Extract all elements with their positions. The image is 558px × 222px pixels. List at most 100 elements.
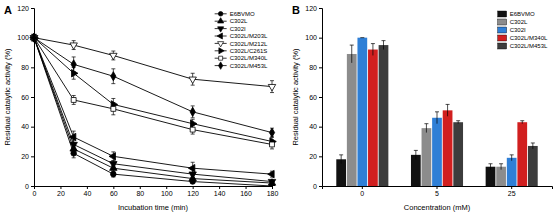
point	[189, 77, 196, 83]
y-tick-label: 0	[25, 183, 29, 190]
bar	[453, 122, 463, 186]
y-axis-line	[319, 9, 323, 187]
x-tick: 180	[267, 186, 279, 197]
y-axis: 0 20 40 60 80 100 120	[17, 5, 34, 190]
y-tick-mark	[319, 67, 322, 68]
x-tick: 60	[110, 186, 118, 197]
x-axis-title: Incubation time (min)	[118, 203, 189, 212]
point	[111, 72, 116, 81]
point	[270, 142, 275, 147]
y-tick-mark	[31, 97, 34, 98]
y-tick-label: 0	[313, 183, 317, 190]
error-bar	[270, 128, 274, 137]
bar	[357, 38, 367, 186]
error-bar	[270, 140, 274, 149]
legend: E6BVMOC302LC302IC302L/M340LC302L/M453L	[498, 11, 548, 49]
point	[71, 60, 76, 69]
x-tick-mark	[219, 186, 220, 189]
legend-swatch	[498, 19, 507, 25]
y-tick-mark	[31, 67, 34, 68]
bar	[443, 110, 453, 186]
legend-label: C302L	[510, 19, 528, 25]
point	[191, 120, 197, 127]
point	[109, 153, 115, 160]
y-tick: 40	[309, 123, 322, 130]
legend-swatch	[498, 27, 507, 33]
x-axis-line	[323, 187, 553, 190]
error-bar	[191, 106, 195, 118]
point	[30, 34, 36, 41]
x-tick-label: 25	[508, 190, 516, 197]
point	[111, 171, 117, 177]
y-axis: 020406080100120	[305, 5, 322, 190]
plot-area	[30, 33, 277, 186]
legend-marker	[218, 27, 224, 32]
y-tick-mark	[319, 127, 322, 128]
series-line	[34, 38, 272, 183]
point	[268, 170, 274, 177]
y-tick-label: 40	[21, 123, 29, 130]
y-tick-mark	[31, 8, 34, 9]
error-bar	[424, 124, 428, 133]
y-tick: 20	[21, 153, 34, 160]
y-tick-mark	[319, 8, 322, 9]
y-tick: 100	[305, 34, 322, 41]
x-tick: 40	[83, 186, 91, 197]
x-tick-label: 160	[240, 190, 252, 197]
error-bar	[111, 69, 115, 84]
x-tick-label: 180	[267, 190, 279, 197]
error-bar	[111, 103, 115, 115]
x-tick-mark	[362, 186, 363, 189]
x-axis-line	[35, 187, 273, 190]
point	[71, 98, 76, 103]
error-bar	[191, 125, 195, 134]
x-tick: 5	[435, 186, 439, 197]
y-tick: 80	[21, 64, 34, 71]
y-tick: 20	[309, 153, 322, 160]
y-tick: 80	[309, 64, 322, 71]
legend-item: C302I	[498, 27, 526, 33]
x-tick-mark	[166, 186, 167, 189]
x-tick-mark	[437, 186, 438, 189]
y-tick: 120	[305, 5, 322, 12]
y-tick-mark	[319, 38, 322, 39]
legend-label: C302L/M212L	[230, 41, 268, 47]
y-tick-mark	[31, 127, 34, 128]
y-tick-label: 60	[21, 94, 29, 101]
y-tick-label: 40	[309, 123, 317, 130]
x-tick-mark	[246, 186, 247, 189]
x-tick: 0	[360, 186, 364, 197]
x-tick-label: 80	[136, 190, 144, 197]
y-tick-label: 100	[17, 34, 29, 41]
bar	[411, 155, 421, 186]
y-tick-label: 20	[21, 153, 29, 160]
bar	[528, 146, 538, 186]
y-tick-mark	[31, 156, 34, 157]
point	[70, 43, 77, 49]
legend-item: C302I	[215, 26, 246, 32]
bar	[422, 128, 432, 186]
y-tick-mark	[319, 156, 322, 157]
point	[72, 70, 78, 77]
error-bar	[381, 41, 385, 50]
error-bar	[510, 155, 514, 161]
legend-swatch	[498, 35, 507, 41]
point	[190, 127, 195, 132]
legend-marker	[218, 12, 223, 17]
series-line	[34, 38, 272, 186]
legend-label: C302I	[230, 26, 246, 32]
y-tick-label: 120	[17, 5, 29, 12]
legend-item: C302L/M453L	[215, 62, 268, 69]
x-tick-mark	[34, 186, 35, 189]
series-line	[34, 38, 272, 174]
legend-label: C302L/C261S	[230, 48, 268, 54]
error-bar	[371, 44, 375, 56]
point	[31, 33, 36, 42]
y-tick: 0	[313, 183, 322, 190]
legend-label: C302L/M203L	[230, 33, 268, 39]
bar	[379, 45, 389, 186]
x-tick-mark	[272, 186, 273, 189]
y-tick-mark	[31, 186, 34, 187]
legend: E6BVMOC302LC302IC302L/M203LC302L/M212LC3…	[215, 11, 268, 69]
y-tick-label: 100	[305, 34, 317, 41]
